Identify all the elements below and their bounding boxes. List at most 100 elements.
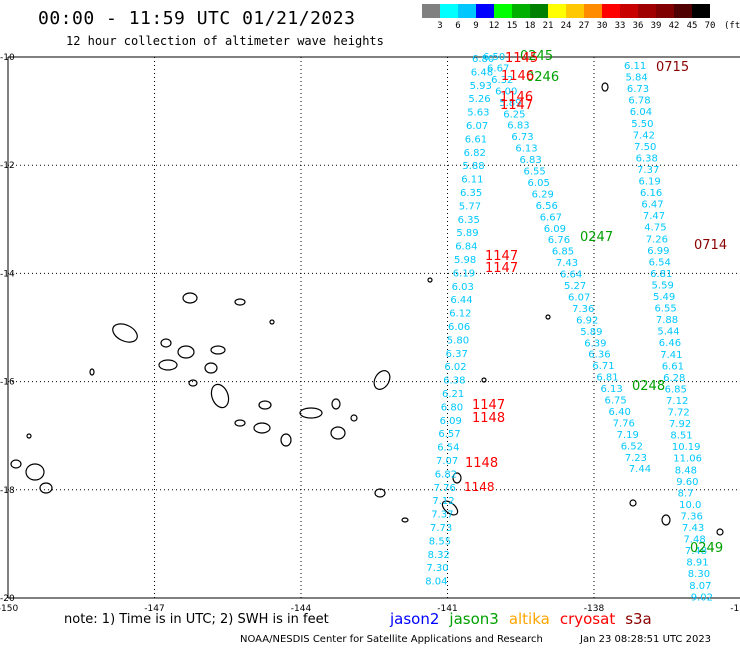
color-swatch <box>638 4 656 18</box>
swh-value-west: 8.32 <box>428 550 450 561</box>
swh-value-east: 6.81 <box>650 269 672 280</box>
swh-value-west: 7.30 <box>426 563 448 574</box>
time-label-cryosat: 1148 <box>472 411 505 426</box>
swh-value-mid: 6.83 <box>507 121 529 132</box>
swh-value-mid: 6.73 <box>511 132 533 143</box>
legend-item-jason2: jason2 <box>390 610 440 628</box>
swh-value-mid: 6.09 <box>544 224 566 235</box>
swh-value-west: 6.12 <box>449 309 471 320</box>
swh-value-west: 6.61 <box>465 134 487 145</box>
color-scale-tick: 6 <box>455 21 461 31</box>
swh-value-mid: 6.50 <box>483 52 505 63</box>
swh-value-east: 7.88 <box>656 315 678 326</box>
swh-value-east: 9.02 <box>691 592 713 603</box>
swh-value-mid: 6.81 <box>596 373 618 384</box>
swh-value-west: 6.82 <box>464 148 486 159</box>
swh-value-east: 6.28 <box>663 373 685 384</box>
longitude-label: -147 <box>144 604 164 614</box>
swh-value-west: 5.26 <box>468 94 490 105</box>
swh-value-mid: 6.64 <box>560 270 582 281</box>
swh-value-west: 8.04 <box>425 577 447 588</box>
swh-value-mid: 7.23 <box>625 453 647 464</box>
swh-value-east: 6.85 <box>665 384 687 395</box>
color-swatch <box>692 4 710 18</box>
color-scale-tick: 21 <box>542 21 554 31</box>
color-scale-tick: 70 <box>704 21 716 31</box>
map-subtitle: 12 hour collection of altimeter wave hei… <box>66 34 384 48</box>
legend-item-altika: altika <box>508 610 550 628</box>
swh-value-east: 9.60 <box>676 477 698 488</box>
swh-value-east: 7.42 <box>633 130 655 141</box>
swh-value-east: 5.44 <box>657 327 679 338</box>
swh-value-east: 7.26 <box>646 234 668 245</box>
swh-value-east: 8.51 <box>670 431 692 442</box>
swh-value-east: 5.50 <box>631 119 653 130</box>
swh-value-west: 8.55 <box>429 536 451 547</box>
swh-value-west: 6.35 <box>460 188 482 199</box>
graticule: -10 -12 -14 -16 -18 -20-150 -147 -144 -141 -138 -1… <box>0 53 740 614</box>
swh-value-mid: 6.52 <box>621 441 643 452</box>
swh-value-west: 6.57 <box>438 429 460 440</box>
swh-value-mid: 7.43 <box>556 258 578 269</box>
longitude-label: -141 <box>437 604 457 614</box>
swh-value-east: 6.19 <box>639 177 661 188</box>
swh-value-west: 7.37 <box>431 510 453 521</box>
swh-value-west: 5.63 <box>467 108 489 119</box>
swh-value-west: 6.80 <box>441 402 463 413</box>
swh-value-east: 7.47 <box>643 211 665 222</box>
swh-value-west: 7.73 <box>430 523 452 534</box>
swh-value-east: 7.72 <box>668 408 690 419</box>
swh-value-mid: 7.36 <box>572 304 594 315</box>
legend-item-cryosat: cryosat <box>559 610 616 628</box>
color-scale-tick: 27 <box>578 21 590 31</box>
color-scale-tick: 12 <box>488 21 500 31</box>
color-swatch <box>422 4 440 18</box>
color-scale-tick: 45 <box>686 21 698 31</box>
swh-value-east: 6.78 <box>628 96 650 107</box>
swh-value-west: 6.07 <box>466 121 488 132</box>
swh-value-mid: 7.76 <box>613 418 635 429</box>
swh-value-west: 5.89 <box>456 228 478 239</box>
swh-value-mid: 6.83 <box>519 155 541 166</box>
swh-value-mid: 6.67 <box>487 63 509 74</box>
swh-value-east: 6.11 <box>624 61 646 72</box>
color-swatch <box>476 4 494 18</box>
map-frame <box>7 56 740 599</box>
swh-value-mid: 6.71 <box>592 361 614 372</box>
time-label-cryosat: 1148 <box>465 456 498 471</box>
swh-value-mid: 6.76 <box>548 235 570 246</box>
swh-value-east: 7.41 <box>660 350 682 361</box>
color-scale-tick: 36 <box>632 21 644 31</box>
time-label-jason3: 0246 <box>526 70 559 85</box>
color-scale-tick: 15 <box>506 21 518 31</box>
swh-value-mid: 6.39 <box>584 338 606 349</box>
swh-value-west: 6.84 <box>455 242 477 253</box>
swh-value-east: 8.07 <box>689 581 711 592</box>
time-label-cryosat: 1147 <box>500 98 533 113</box>
time-label-jason3: 0249 <box>690 541 723 556</box>
color-swatch <box>674 4 692 18</box>
swh-value-mid: 6.00 <box>495 86 517 97</box>
latitude-label: -16 <box>0 378 15 388</box>
color-scale-tick: 30 <box>596 21 608 31</box>
swh-value-east: 6.73 <box>627 84 649 95</box>
swh-value-west: 6.44 <box>450 295 472 306</box>
swh-value-east: 5.84 <box>625 73 647 84</box>
swh-value-west: 5.77 <box>459 201 481 212</box>
swh-value-west: 6.37 <box>446 349 468 360</box>
swh-value-east: 7.92 <box>669 419 691 430</box>
color-swatch <box>512 4 530 18</box>
swh-value-west: 7.07 <box>436 456 458 467</box>
latitude-label: -12 <box>0 161 15 171</box>
swh-value-east: 7.37 <box>637 165 659 176</box>
swh-value-mid: 6.32 <box>491 75 513 86</box>
swh-value-west: 6.35 <box>458 215 480 226</box>
swh-value-west: 6.48 <box>471 67 493 78</box>
swh-value-east: 7.43 <box>682 523 704 534</box>
longitude-label: -150 <box>0 604 18 614</box>
color-scale-bar <box>422 4 710 18</box>
swh-value-east: 6.61 <box>662 361 684 372</box>
time-label-cryosat: 1148 <box>464 480 495 494</box>
swh-value-mid: 5.89 <box>499 98 521 109</box>
